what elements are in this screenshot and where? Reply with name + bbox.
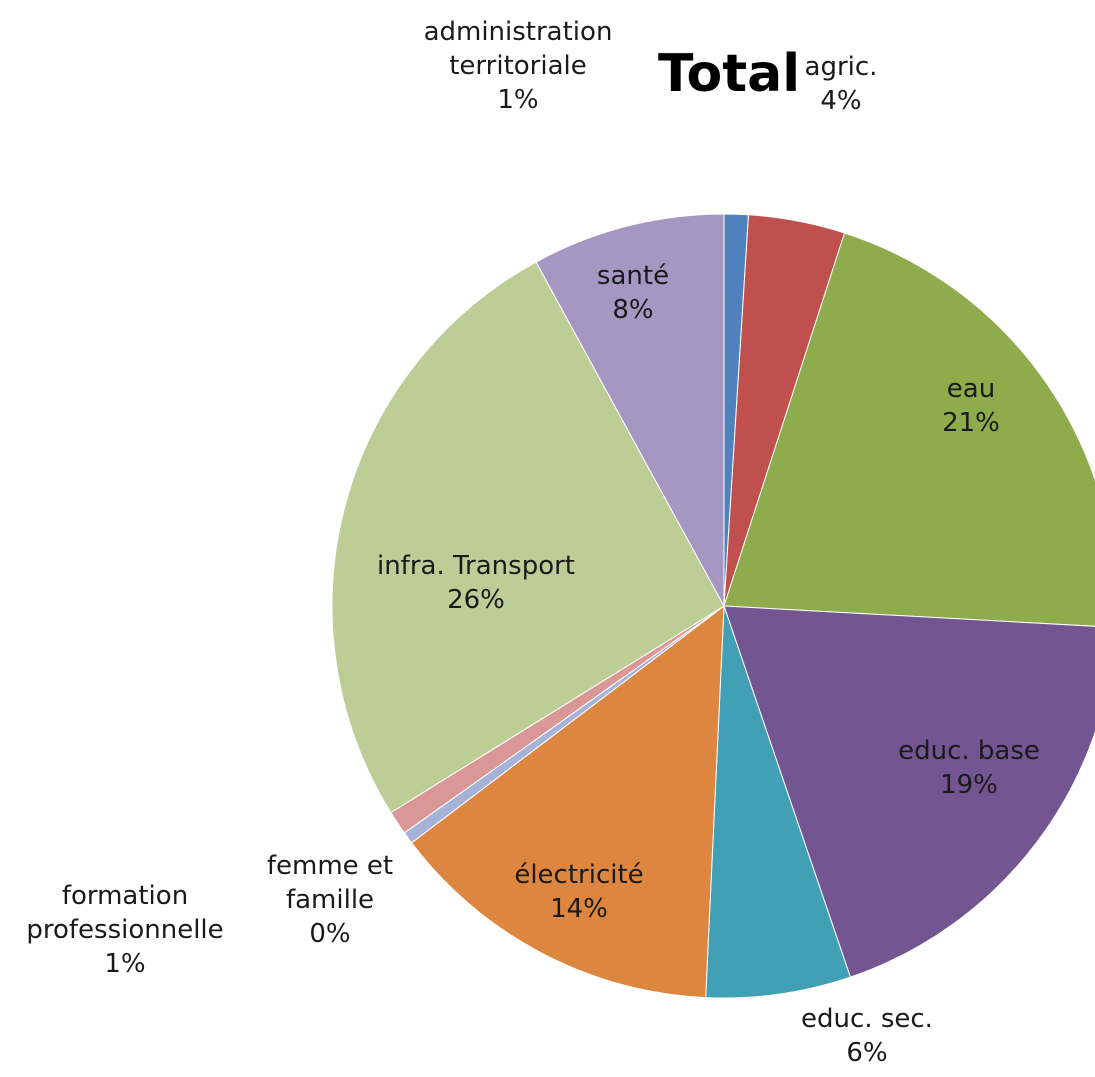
pie-slice-infra-transport <box>331 261 725 814</box>
pie-slices <box>331 213 1095 999</box>
pie-slice-électricité <box>410 604 725 999</box>
data-label-eau: eau 21% <box>942 374 1000 438</box>
pie-slice-educ-base <box>723 605 1095 978</box>
data-label-agric: agric. 4% <box>805 52 878 116</box>
data-label-educ-base: educ. base 19% <box>898 736 1040 800</box>
chart-title: Total <box>658 44 800 104</box>
data-label-educ-sec: educ. sec. 6% <box>801 1004 933 1068</box>
data-label-formation-professionnelle: formation professionnelle 1% <box>26 881 223 979</box>
pie-slice-eau <box>723 232 1095 627</box>
pie-slice-santé <box>535 213 725 607</box>
data-label-santé: santé 8% <box>597 261 669 325</box>
pie-slice-educ-sec <box>705 605 852 999</box>
data-label-infra-transport: infra. Transport 26% <box>377 551 575 615</box>
data-label-électricité: électricité 14% <box>514 860 643 924</box>
data-label-femme-et-famille: femme et famille 0% <box>267 851 393 949</box>
data-label-administration-territoriale: administration territoriale 1% <box>424 17 613 115</box>
pie-labels: administration territoriale 1% agric. 4% eau 2… <box>26 17 1040 1068</box>
